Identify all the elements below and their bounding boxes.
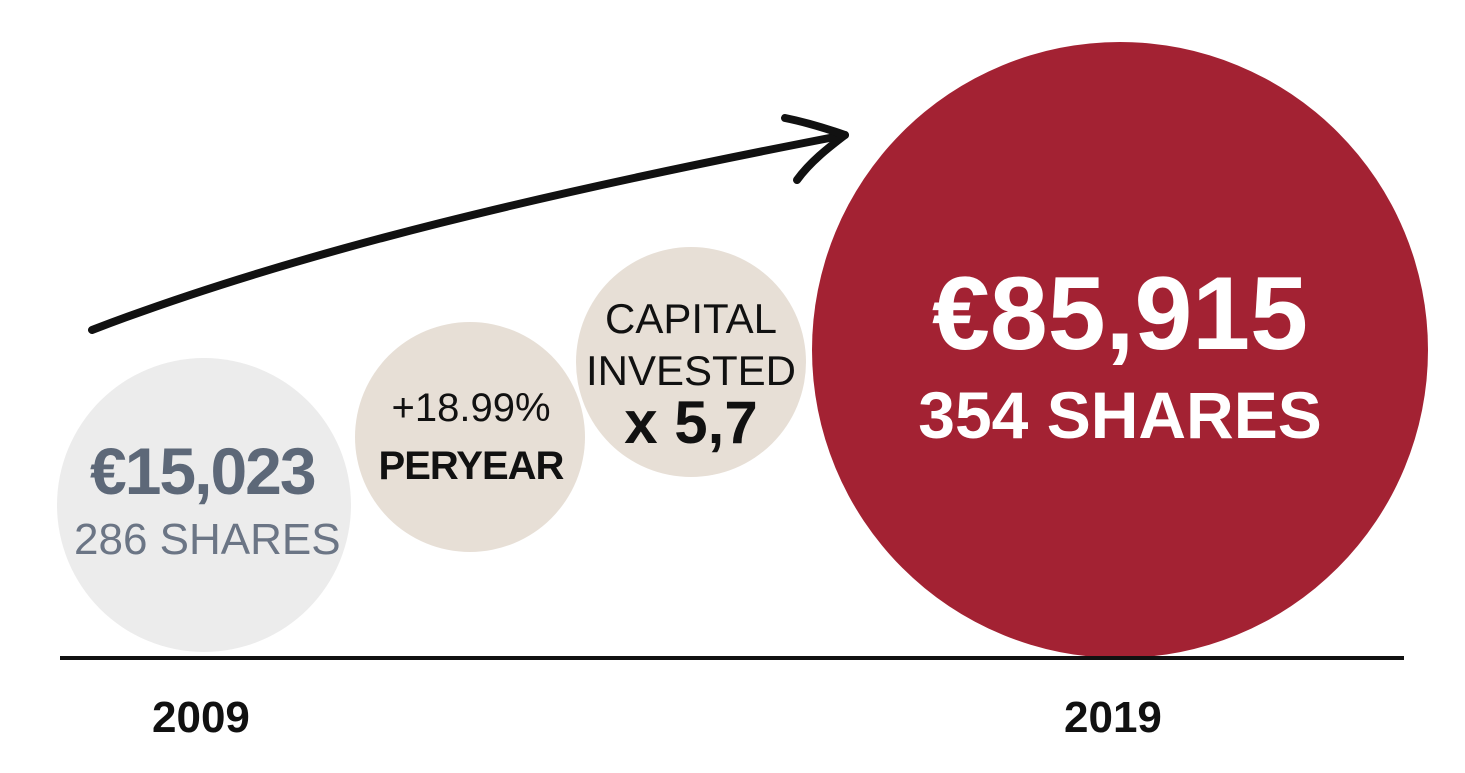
end-circle	[812, 42, 1428, 658]
start-year: 2009	[152, 693, 250, 742]
end-year: 2019	[1064, 693, 1162, 742]
growth-rate: +18.99%	[391, 386, 551, 430]
capital-multiplier: x 5,7	[624, 389, 758, 456]
timeline-baseline	[60, 656, 1404, 660]
capital-label-line1: CAPITAL	[605, 295, 777, 342]
growth-period: PERYEAR	[378, 444, 565, 488]
multiplier-circle	[576, 247, 806, 477]
capital-label-line2: INVESTED	[585, 347, 797, 394]
end-shares: 354 SHARES	[918, 378, 1322, 452]
end-value: €85,915	[932, 256, 1308, 372]
start-value: €15,023	[90, 434, 317, 508]
start-shares: 286 SHARES	[74, 515, 341, 564]
start-circle	[57, 358, 351, 652]
growth-circle	[355, 322, 585, 552]
